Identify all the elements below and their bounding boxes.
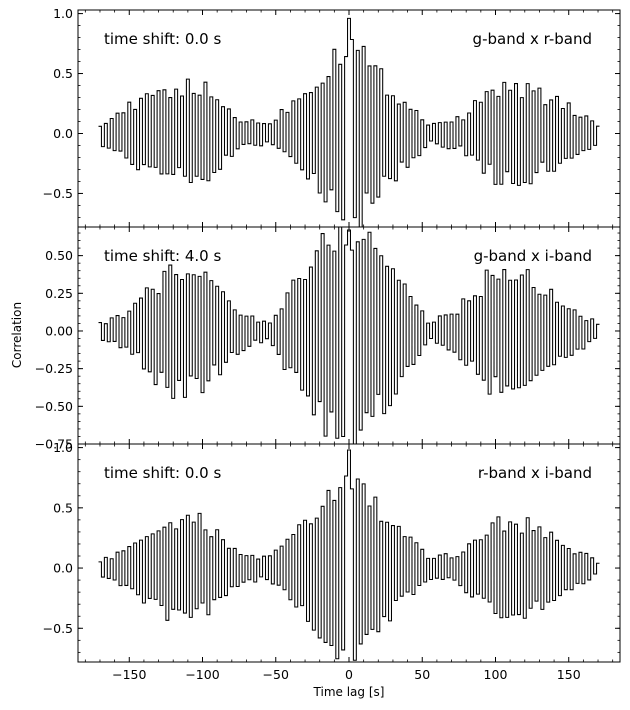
y-tick-label: 1.0 — [53, 6, 73, 21]
panel-2: −0.75 −0.50 −0.25 0.00 0.25 0.50 time shift: 4… — [35, 226, 621, 452]
y-tick-label: −0.5 — [43, 621, 73, 636]
time-shift-label: time shift: 4.0 s — [104, 247, 221, 265]
y-tick-label: 0.25 — [45, 286, 73, 301]
y-tick-label: −0.5 — [43, 186, 73, 201]
y-tick-label: 0.5 — [53, 66, 73, 81]
y-tick-label: 1.0 — [53, 440, 73, 455]
y-tick-label: 0.50 — [45, 248, 73, 263]
time-shift-label: time shift: 0.0 s — [104, 30, 221, 48]
x-tick-label: −100 — [185, 667, 219, 682]
y-tick-label: 0.5 — [53, 500, 73, 515]
time-shift-label: time shift: 0.0 s — [104, 464, 221, 482]
y-tick-label: −0.50 — [35, 399, 73, 414]
y-tick-label: −0.75 — [35, 437, 73, 452]
y-tick-label: 0.0 — [53, 126, 73, 141]
y-tick-label: 0.00 — [45, 323, 73, 338]
x-tick-label: −50 — [263, 667, 289, 682]
x-tick-label: −150 — [112, 667, 146, 682]
panel-3: −150 −100 −50 0 50 100 150 −0.5 0.0 0.5 1.0 time sh… — [43, 440, 621, 682]
x-tick-label: 0 — [345, 667, 353, 682]
x-axis-title: Time lag [s] — [313, 685, 385, 699]
y-tick-label: −0.25 — [35, 361, 73, 376]
series-line-1-1 — [98, 17, 600, 227]
panel-1: −0.5 0.0 0.5 1.0 time shift: 0.0 s g-band x r… — [43, 6, 621, 228]
y-tick-label: 0.0 — [53, 561, 73, 576]
series-line-3-1 — [98, 449, 600, 661]
y-axis-title: Correlation — [10, 302, 24, 368]
x-tick-label: 50 — [414, 667, 430, 682]
x-tick-label: 100 — [484, 667, 508, 682]
band-pair-label: g-band x i-band — [474, 247, 592, 265]
band-pair-label: g-band x r-band — [473, 30, 592, 48]
x-tick-label: 150 — [557, 667, 581, 682]
band-pair-label: r-band x i-band — [478, 464, 592, 482]
